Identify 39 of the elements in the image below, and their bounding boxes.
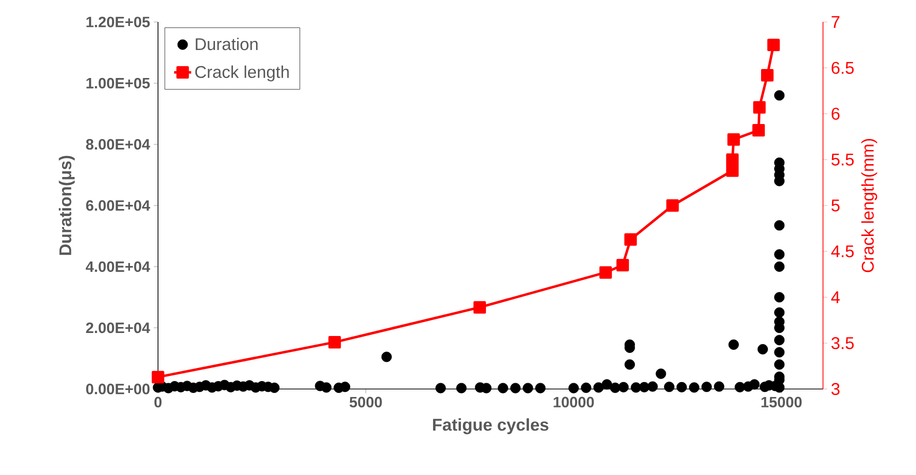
y-axis-title: Duration(μs)	[58, 156, 75, 255]
legend-label: Duration	[196, 38, 258, 50]
y2-tick-label: 6	[832, 108, 840, 120]
point	[767, 38, 780, 52]
point	[616, 258, 629, 272]
point	[726, 164, 739, 177]
point	[328, 336, 341, 348]
point	[727, 133, 740, 146]
point	[752, 124, 765, 137]
point	[599, 266, 612, 279]
legend-label: Crack length	[195, 66, 289, 82]
y-tick-label: 6.00E+04	[86, 200, 150, 211]
y-tick-label: 4.00E+04	[86, 261, 150, 272]
y2-tick-label: 4.5	[831, 245, 854, 258]
y2-tick-label: 5	[831, 200, 840, 212]
y-tick-label: 1.00E+05	[86, 78, 150, 88]
y2-tick-label: 3	[831, 382, 840, 396]
y-tick-label: 0.00E+00	[86, 384, 150, 394]
point	[753, 101, 766, 114]
point	[761, 68, 774, 82]
y2-tick-label: 6.5	[832, 62, 854, 74]
point	[152, 370, 164, 384]
point	[624, 233, 637, 246]
y-tick-label: 1.20E+05	[86, 16, 150, 28]
y-tick-label: 2.00E+04	[86, 322, 150, 334]
x-axis-title: Fatigue cycles	[433, 418, 548, 434]
x-tick-label: 15000	[762, 396, 802, 408]
point	[473, 301, 486, 314]
x-tick-label: 5000	[350, 396, 382, 408]
y2-tick-label: 4	[831, 291, 840, 304]
y2-axis-title: Crack length(mm)	[861, 139, 878, 272]
y-tick-label: 8.00E+04	[86, 139, 150, 150]
x-tick-label: 0	[154, 396, 162, 408]
x-tick-label: 10000	[554, 396, 594, 408]
y2-tick-label: 7	[832, 16, 840, 28]
y2-tick-label: 3.5	[831, 337, 854, 350]
y2-tick-label: 5.5	[831, 154, 854, 166]
point	[666, 199, 679, 212]
point	[726, 153, 739, 166]
